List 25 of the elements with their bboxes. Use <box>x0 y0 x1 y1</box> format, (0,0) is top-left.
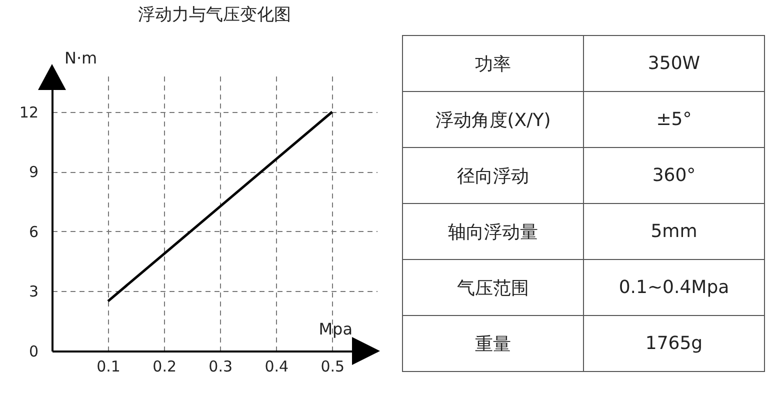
text: 径向浮动 <box>402 148 584 204</box>
y-tick-label: 3 <box>28 282 38 301</box>
text: 浮动角度(X/Y) <box>402 92 584 148</box>
y-axis-title: N·m <box>64 48 98 68</box>
text: 重量 <box>402 316 584 372</box>
x-tick-label: 0.5 <box>320 358 345 376</box>
y-tick-label: 6 <box>28 222 38 241</box>
x-tick-label: 0.2 <box>152 358 176 376</box>
x-tick-label: 0.3 <box>208 358 233 376</box>
x-tick-label: 0.1 <box>96 358 120 376</box>
text: 5mm <box>584 204 764 260</box>
text: 功率 <box>402 36 584 92</box>
text: 0.1~0.4Mpa <box>584 260 764 316</box>
y-tick-label: 9 <box>28 163 38 182</box>
text: 气压范围 <box>402 260 584 316</box>
text: 1765g <box>584 316 764 372</box>
text: ±5° <box>584 92 764 148</box>
x-tick-label: 0.4 <box>264 358 289 376</box>
text: 轴向浮动量 <box>402 204 584 260</box>
x-axis-title: Mpa <box>318 320 352 338</box>
text: 350W <box>584 36 764 92</box>
text: 360° <box>584 148 764 204</box>
y-tick-label: 0 <box>28 342 38 360</box>
chart-title: 浮动力与气压变化图 <box>138 5 291 25</box>
y-tick-label: 12 <box>19 103 38 122</box>
